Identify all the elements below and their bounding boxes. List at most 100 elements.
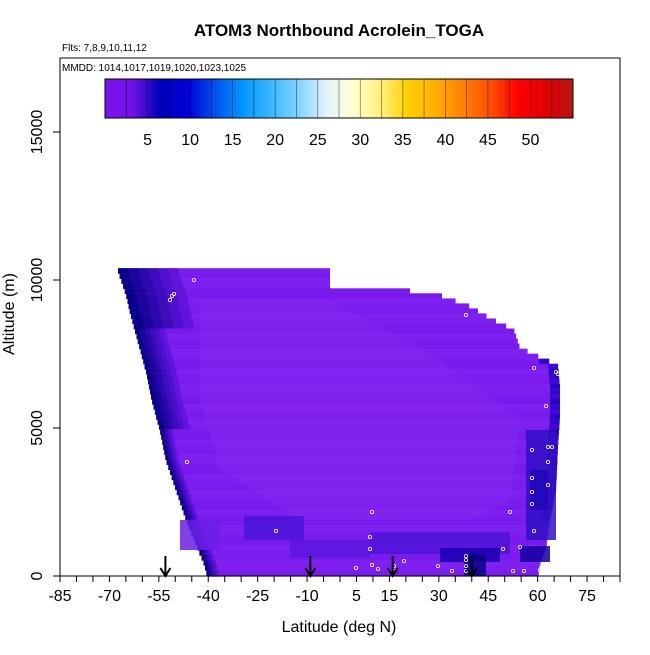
heatmap-cell — [171, 313, 182, 319]
heatmap-cell — [142, 338, 149, 345]
heatmap-cell — [146, 333, 152, 340]
heatmap-cell — [157, 419, 163, 425]
heatmap-cell — [172, 373, 178, 380]
heatmap-cell — [152, 338, 159, 345]
heatmap-cell — [157, 373, 163, 380]
heatmap-cell — [143, 358, 550, 365]
heatmap-cell — [549, 424, 560, 430]
dates-subtitle: MMDD: 1014,1017,1019,1020,1023,1025 — [62, 63, 246, 74]
heatmap-cell — [148, 303, 159, 309]
heatmap-cell — [119, 273, 131, 279]
heatmap-cell — [164, 409, 171, 415]
heatmap-cell — [170, 439, 173, 445]
heatmap-cell — [173, 404, 179, 410]
heatmap-cell — [164, 439, 167, 445]
heatmap-cell — [191, 514, 194, 521]
heatmap-cell — [176, 489, 180, 496]
heatmap-cell — [182, 318, 193, 325]
heatmap-cell — [159, 363, 165, 370]
sample-point — [184, 459, 189, 464]
heatmap-cell — [163, 434, 166, 440]
sample-point — [556, 371, 561, 376]
heatmap-cell — [171, 368, 177, 375]
heatmap-cell — [181, 313, 192, 319]
heatmap-cell — [176, 414, 182, 420]
heatmap-cell — [177, 484, 180, 491]
x-tick-label: -70 — [98, 588, 121, 605]
heatmap-cell — [205, 565, 208, 571]
heatmap-cell — [143, 283, 154, 289]
heatmap-cell — [211, 560, 214, 566]
heatmap-cell — [129, 273, 141, 279]
sample-point — [369, 563, 374, 568]
heatmap-cell — [208, 570, 211, 576]
heatmap-cell — [118, 268, 330, 274]
heatmap-cell — [132, 318, 496, 325]
heatmap-cell — [172, 419, 178, 425]
x-tick-label: -55 — [147, 588, 170, 605]
heatmap-cell — [195, 514, 198, 521]
heatmap-cell — [178, 303, 189, 309]
sample-point — [550, 444, 555, 449]
sample-point — [369, 509, 374, 514]
heatmap-cell — [169, 444, 172, 450]
heatmap-cell — [149, 308, 161, 314]
heatmap-cell — [191, 509, 194, 516]
heatmap-cell — [151, 394, 560, 400]
heatmap-cell — [172, 469, 175, 475]
heatmap-cell — [148, 378, 560, 385]
heatmap-cell — [550, 394, 560, 400]
heatmap-cell — [548, 363, 559, 370]
heatmap-cell — [187, 514, 190, 521]
heatmap-cell — [133, 323, 507, 330]
heatmap-cell — [186, 499, 189, 506]
heatmap-cell — [146, 353, 153, 360]
heatmap-cell — [173, 444, 176, 450]
heatmap-cell — [136, 333, 517, 340]
heatmap-cell — [154, 288, 166, 294]
heatmap-cell — [149, 363, 155, 370]
sample-point — [510, 569, 515, 574]
heatmap-cell — [162, 399, 168, 405]
heatmap-cell — [163, 404, 169, 410]
heatmap-cell — [177, 419, 183, 425]
heatmap-cell — [162, 429, 165, 435]
heatmap-cell — [161, 434, 164, 440]
heatmap-cell — [167, 298, 178, 304]
heatmap-cell — [539, 358, 550, 365]
heatmap-cell — [215, 565, 218, 571]
heatmap-cell — [141, 353, 148, 360]
heatmap-cell — [187, 504, 191, 511]
heatmap-cell — [151, 368, 157, 375]
heatmap-cell — [128, 268, 139, 274]
heatmap-cell — [158, 303, 169, 309]
heatmap-cell — [179, 409, 186, 415]
heatmap-cell — [166, 414, 172, 420]
heatmap-cell — [141, 313, 152, 319]
heatmap-cell — [141, 353, 539, 360]
heatmap-cell — [118, 268, 129, 274]
colorbar-tick-label: 35 — [394, 132, 412, 149]
x-axis-label: Latitude (deg N) — [282, 619, 397, 636]
heatmap-cell — [139, 343, 145, 350]
heatmap-cell — [178, 469, 181, 475]
heatmap-cell — [148, 358, 154, 365]
heatmap-cell — [136, 293, 147, 299]
heatmap-cell — [135, 328, 141, 335]
sample-point — [463, 312, 468, 317]
heatmap-cell — [209, 565, 212, 571]
heatmap-cell — [549, 414, 560, 420]
sample-point — [544, 403, 549, 408]
heatmap-cell — [168, 464, 171, 470]
heatmap-cell — [180, 520, 220, 550]
heatmap-cell — [174, 288, 186, 294]
heatmap-cell — [187, 509, 190, 516]
heatmap-cell — [144, 363, 150, 370]
heatmap-cell — [179, 308, 191, 314]
heatmap-cell — [167, 444, 170, 450]
heatmap-cell — [178, 494, 181, 501]
heatmap-cell — [172, 464, 175, 470]
heatmap-cell — [164, 429, 167, 435]
heatmap-cell — [160, 328, 166, 335]
heatmap-cell — [166, 439, 169, 445]
